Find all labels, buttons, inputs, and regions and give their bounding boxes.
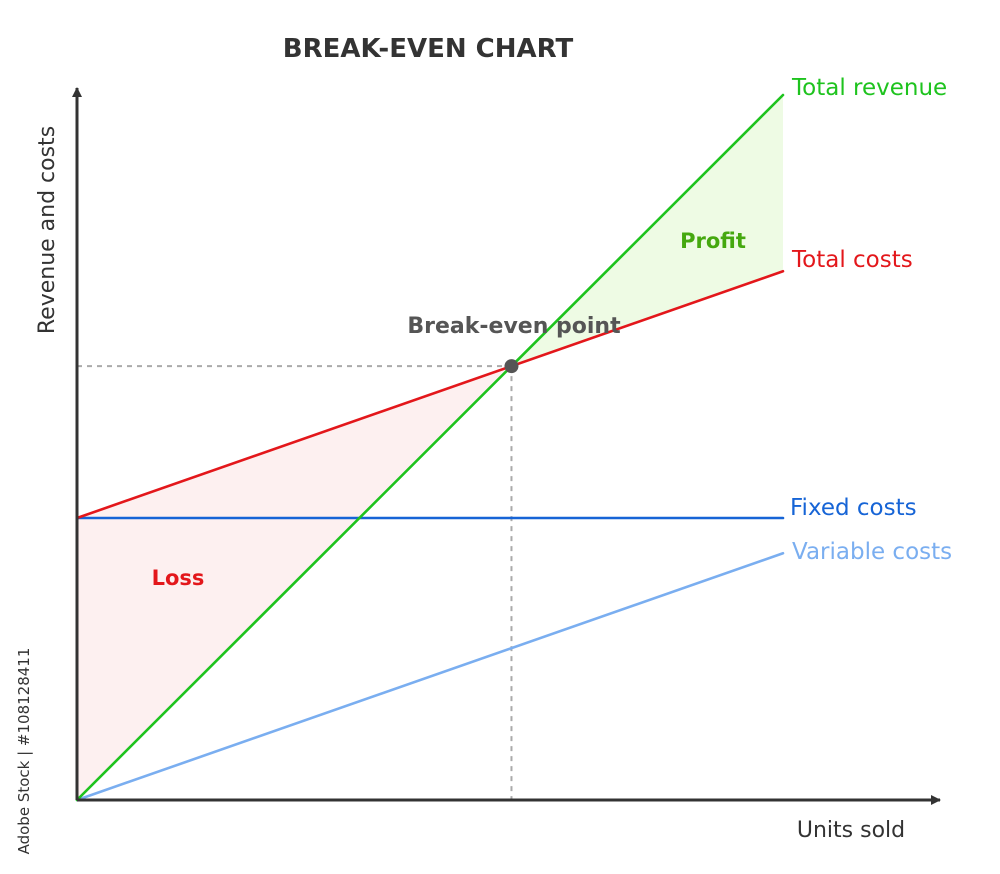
- break-even-point-marker: [504, 359, 519, 374]
- total-costs-label: Total costs: [791, 247, 913, 273]
- series-line-total-costs: [75, 269, 785, 520]
- break-even-point-label: Break-even point: [407, 314, 621, 339]
- chart-title: BREAK-EVEN CHART: [283, 34, 574, 64]
- profit-region-label: Profit: [680, 229, 746, 253]
- x-axis-label: Units sold: [797, 818, 905, 843]
- series-lines-layer: [75, 93, 785, 802]
- series-line-variable-costs: [75, 551, 785, 802]
- watermark-text: Adobe Stock | #108128411: [15, 648, 33, 855]
- variable-costs-label: Variable costs: [792, 539, 952, 565]
- y-axis-label: Revenue and costs: [35, 126, 60, 334]
- guides-layer: [77, 365, 513, 800]
- total-revenue-label: Total revenue: [791, 75, 947, 101]
- series-line-total-revenue: [75, 93, 785, 802]
- loss-region-label: Loss: [152, 566, 205, 590]
- fixed-costs-label: Fixed costs: [790, 495, 917, 521]
